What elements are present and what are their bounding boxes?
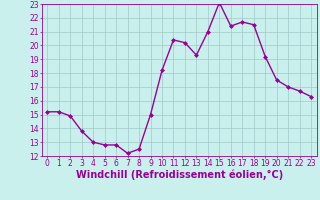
X-axis label: Windchill (Refroidissement éolien,°C): Windchill (Refroidissement éolien,°C) — [76, 169, 283, 180]
